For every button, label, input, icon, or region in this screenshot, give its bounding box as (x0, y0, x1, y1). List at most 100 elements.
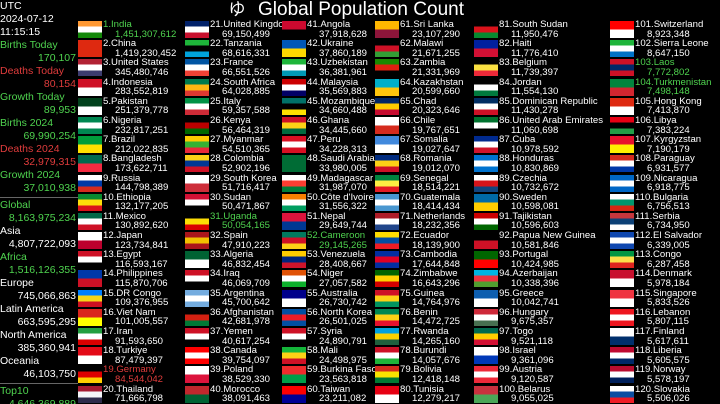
country-rank: 91. (499, 210, 513, 222)
country-name: Paraguay (653, 153, 695, 165)
stat-value: 89,953 (43, 104, 76, 116)
country-population: 7,498,148 (647, 86, 690, 98)
country-population: 37,918,628 (319, 28, 368, 40)
country-population: 23,563,818 (319, 373, 368, 385)
country-population: 115,870,706 (115, 278, 168, 290)
country-name: South Sudan (512, 19, 568, 30)
country-text: 55.Australia 26,730,742 (307, 288, 367, 308)
country-rank: 3. (103, 57, 112, 69)
country-text: 107.Kyrgyzstan 7,190,179 (635, 135, 701, 154)
country-rank: 30. (210, 191, 224, 203)
country-rank: 74. (400, 268, 414, 280)
country-name: DR Congo (116, 287, 162, 299)
country-name: Belgium (512, 57, 548, 69)
country-rank: 83. (499, 57, 513, 69)
country-name: China (111, 38, 137, 50)
country-rank: 116. (635, 306, 653, 318)
flag-icon (375, 40, 399, 58)
flag-icon (185, 308, 209, 326)
country-population: 5,506,026 (647, 393, 690, 404)
country-rank: 60. (307, 383, 321, 395)
country-text: 40.Morocco 38,091,463 (210, 384, 270, 404)
country-rank: 35. (210, 287, 224, 299)
country-name: South Korea (223, 172, 277, 184)
flag-icon (375, 347, 399, 365)
country-text: 118.Liberia 5,605,575 (635, 346, 690, 365)
country-text: 23.France 66,551,526 (210, 58, 270, 77)
flag-icon (185, 289, 209, 307)
country-text: 94.Azerbaijan 10,338,396 (499, 269, 559, 288)
country-text: 110.Bulgaria 6,756,513 (635, 192, 690, 212)
flag-icon (474, 97, 498, 115)
country-text: 108.Paraguay 6,931,577 (635, 154, 695, 173)
country-population: 29,145,265 (319, 239, 368, 251)
country-rank: 114. (635, 268, 653, 280)
country-population: 28,408,667 (319, 258, 368, 270)
country-name: Philippines (116, 268, 163, 280)
country-population: 7,383,224 (647, 124, 690, 136)
country-name: Madagascar (320, 172, 374, 184)
country-name: Côte d'Ivoire (320, 191, 374, 203)
flag-icon (282, 366, 306, 384)
country-text: 71.Netherlands 18,232,356 (400, 212, 465, 231)
country-rank: 6. (103, 114, 112, 126)
flag-icon (78, 136, 102, 154)
country-rank: 17. (103, 326, 117, 337)
flag-icon (375, 270, 399, 288)
country-text: 44.Malaysia 35,569,883 (307, 76, 367, 97)
country-population: 47,910,223 (222, 239, 271, 251)
flag-icon (185, 40, 209, 58)
stat-value: 1,516,126,355 (8, 264, 76, 276)
country-population: 38,529,330 (222, 373, 271, 385)
flag-icon (185, 21, 209, 38)
country-population: 11,060,698 (511, 124, 559, 136)
country-name: Russia (111, 172, 141, 184)
flag-icon (375, 21, 399, 38)
flag-icon (375, 174, 399, 192)
country-text: 67.Somalia 19,027,647 (400, 135, 460, 154)
country-text: 97.Togo 9,521,118 (499, 327, 553, 346)
country-population: 18,414,434 (412, 201, 461, 213)
country-rank: 101. (635, 19, 654, 30)
country-population: 18,514,221 (412, 182, 461, 194)
country-rank: 59. (307, 364, 321, 376)
country-text: 13.Egypt 116,593,167 (103, 250, 168, 269)
country-name: Guinea (413, 287, 445, 299)
country-rank: 19. (103, 364, 117, 376)
sidebar: UTC 2024-07-12 11:15:15 Births Today 170,… (0, 0, 78, 404)
country-rank: 96. (499, 306, 513, 318)
flag-icon (375, 308, 399, 326)
country-text: 65.Chad 20,323,646 (400, 96, 460, 116)
country-name: South Africa (223, 76, 276, 88)
flag-icon (474, 347, 498, 365)
country-text: 87.Cuba 10,978,592 (499, 135, 559, 154)
country-rank: 37. (210, 326, 224, 337)
country-rank: 115. (635, 287, 653, 299)
country-rank: 21. (210, 19, 224, 30)
country-rank: 85. (499, 95, 513, 107)
country-rank: 43. (307, 57, 321, 69)
stat-block: Africa 1,516,126,355 (0, 251, 78, 277)
country-text: 105.Hong Kong 7,413,870 (635, 96, 702, 116)
country-rank: 95. (499, 287, 513, 299)
stat-value: 8,163,975,234 (8, 212, 76, 224)
country-rank: 72. (400, 230, 414, 242)
country-text: 66.Chile 19,767,651 (400, 116, 460, 135)
country-text: 53.Venezuela 28,408,667 (307, 250, 367, 269)
country-rank: 104. (635, 76, 654, 88)
flag-icon (282, 193, 306, 211)
country-population: 66,551,526 (222, 66, 271, 78)
flag-icon (610, 59, 634, 77)
flag-icon (474, 174, 498, 192)
country-population: 5,617,611 (647, 335, 689, 347)
flag-icon (610, 308, 634, 326)
country-text: 102.Sierra Leone 8,647,150 (635, 39, 709, 58)
flag-icon (282, 40, 306, 58)
stat-label: Asia (0, 225, 21, 237)
country-name: Malaysia (320, 76, 359, 88)
flag-icon (610, 136, 634, 154)
country-text: 120.Slovakia 5,506,026 (635, 384, 690, 404)
country-name: Lebanon (652, 306, 691, 318)
country-name: Ethiopia (116, 191, 152, 203)
country-population: 9,675,357 (511, 316, 554, 328)
